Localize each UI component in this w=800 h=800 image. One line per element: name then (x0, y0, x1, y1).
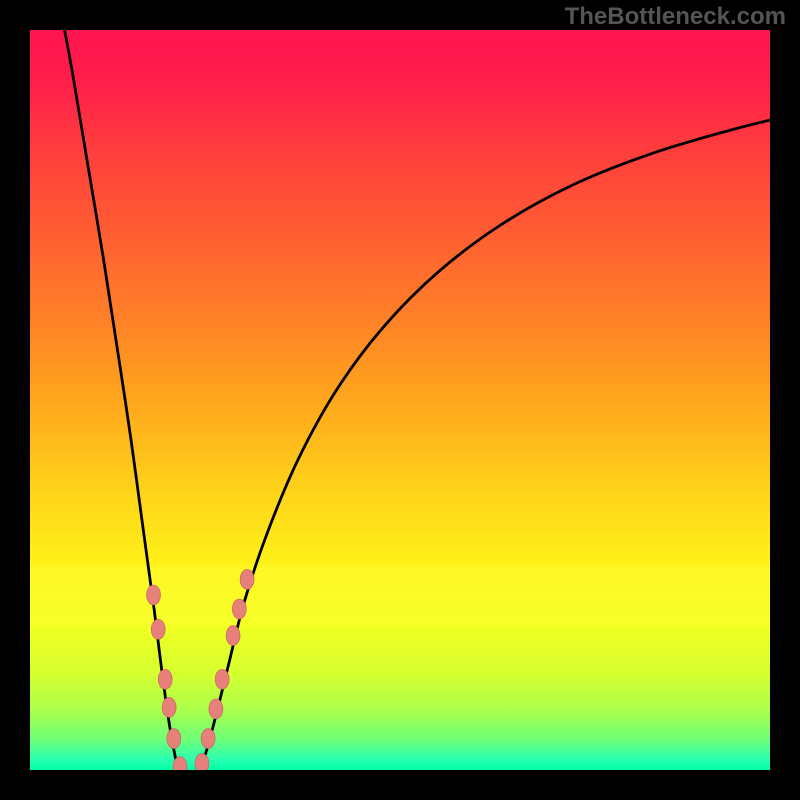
marker-dot (232, 599, 246, 619)
marker-dot (209, 699, 223, 719)
marker-dot (226, 626, 240, 646)
marker-dot (147, 585, 161, 605)
marker-dot (215, 669, 229, 689)
marker-dot (151, 619, 165, 639)
highlight-band (30, 565, 770, 626)
marker-dot (240, 569, 254, 589)
marker-dot (162, 697, 176, 717)
marker-dot (158, 669, 172, 689)
chart-background (30, 30, 770, 770)
chart-canvas (0, 0, 800, 800)
bottleneck-chart: TheBottleneck.com (0, 0, 800, 800)
marker-dot (201, 729, 215, 749)
marker-dot (167, 729, 181, 749)
